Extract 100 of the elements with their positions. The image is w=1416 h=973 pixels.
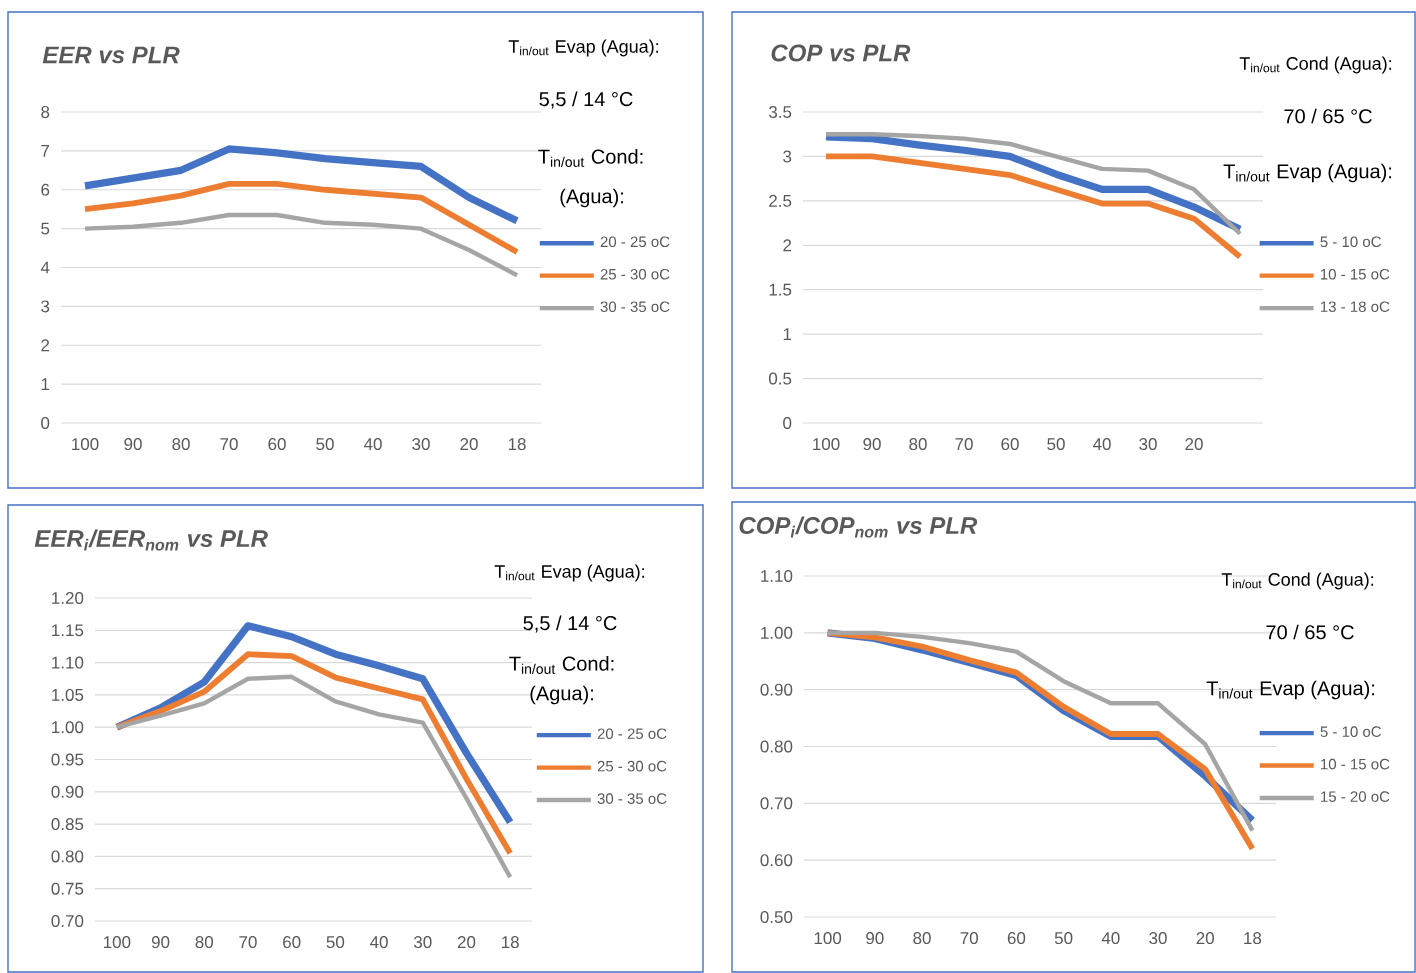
y-tick-label: 0.85 <box>51 818 84 831</box>
legend-label: 5 - 10 oC <box>1320 726 1382 737</box>
annotation: T$_{in/out}$ Evap (Agua): <box>1206 680 1375 700</box>
y-tick-label: 3 <box>783 150 792 163</box>
y-tick-label: 0.70 <box>760 797 793 810</box>
chart-title: COP vs PLR <box>771 44 911 62</box>
x-tick-label: 30 <box>412 438 430 451</box>
text: T$_{in/out}$ Evap (Agua): <box>494 564 645 582</box>
x-tick-label: 80 <box>913 932 931 945</box>
y-tick-label: 0.90 <box>760 683 793 696</box>
legend-label: 5 - 10 oC <box>1320 236 1381 248</box>
x-tick-label: 50 <box>316 438 334 451</box>
x-tick-label: 70 <box>220 438 238 451</box>
x-tick-label: 90 <box>151 936 170 949</box>
y-tick-label: 2 <box>783 239 792 252</box>
x-tick-label: 70 <box>960 932 978 945</box>
legend-label: 20 - 25 oC <box>600 236 670 248</box>
annotation: T$_{in/out}$ Cond: <box>538 149 643 167</box>
y-tick-label: 4 <box>40 261 50 274</box>
y-tick-label: 1.5 <box>769 283 792 296</box>
y-tick-label: 0.75 <box>51 882 84 895</box>
y-tick-label: 1 <box>783 328 792 340</box>
x-tick-label: 80 <box>172 438 190 451</box>
x-tick-label: 40 <box>1092 438 1111 451</box>
y-tick-label: 0.50 <box>760 911 793 924</box>
x-tick-label: 60 <box>283 936 301 949</box>
x-tick-label: 80 <box>909 438 927 451</box>
legend-label: 30 - 35 oC <box>600 301 670 313</box>
x-tick-label: 20 <box>1185 438 1203 451</box>
legend-label: 20 - 25 oC <box>597 728 667 740</box>
x-tick-label: 100 <box>814 932 842 945</box>
x-tick-label: 18 <box>502 936 519 949</box>
x-tick-label: 20 <box>457 936 476 949</box>
x-tick-label: 30 <box>1149 932 1167 945</box>
y-tick-label: 3 <box>41 300 50 313</box>
x-tick-label: 18 <box>1244 932 1262 945</box>
x-tick-label: 50 <box>326 936 345 949</box>
x-tick-label: 60 <box>268 438 286 451</box>
annotation: T$_{in/out}$ Cond (Agua): <box>1221 572 1374 590</box>
legend-label: 25 - 30 oC <box>600 268 670 280</box>
x-tick-label: 70 <box>955 438 973 451</box>
legend-label: 15 - 20 oC <box>1321 791 1390 802</box>
legend-label: 13 - 18 oC <box>1320 301 1390 313</box>
y-tick-label: 1.20 <box>52 592 84 605</box>
x-tick-label: 50 <box>1054 932 1073 945</box>
x-tick-label: 40 <box>1101 932 1120 945</box>
x-tick-label: 50 <box>1047 438 1065 451</box>
y-tick-label: 5 <box>41 222 50 235</box>
y-tick-label: 1.00 <box>761 626 793 639</box>
x-tick-label: 90 <box>863 438 881 451</box>
annotation: (Agua): <box>530 685 593 705</box>
x-tick-label: 20 <box>460 438 478 451</box>
y-tick-label: 1.10 <box>52 656 84 669</box>
y-tick-label: 0.95 <box>51 753 84 766</box>
chart-title: EER$_{i}$/EER$_{nom}$ vs PLR <box>34 529 268 551</box>
x-tick-label: 40 <box>363 438 382 451</box>
y-tick-label: 0.90 <box>51 785 84 798</box>
chart-title: COP$_{i}$/COP$_{nom}$ vs PLR <box>739 516 978 538</box>
y-tick-label: 6 <box>41 183 50 196</box>
annotation: T$_{in/out}$ Evap (Agua): <box>1223 163 1392 183</box>
x-tick-label: 100 <box>72 438 99 451</box>
x-tick-label: 60 <box>1001 438 1019 451</box>
x-tick-label: 100 <box>813 438 840 451</box>
chart-title: EER vs PLR <box>42 46 180 64</box>
y-tick-label: 0 <box>783 417 792 430</box>
y-tick-label: 1.10 <box>761 570 793 583</box>
x-tick-label: 20 <box>1196 932 1214 945</box>
x-tick-label: 60 <box>1007 932 1026 945</box>
y-tick-label: 8 <box>41 106 50 119</box>
line-series <box>114 674 513 880</box>
text: 5,5 / 14 °C <box>539 91 633 109</box>
y-tick-label: 7 <box>41 145 50 157</box>
y-tick-label: 1.00 <box>52 721 84 734</box>
x-tick-label: 80 <box>195 936 214 949</box>
x-tick-label: 40 <box>369 936 388 949</box>
x-tick-label: 90 <box>866 932 884 945</box>
y-tick-label: 2.5 <box>769 194 792 207</box>
x-tick-label: 90 <box>124 438 142 451</box>
x-tick-label: 30 <box>1139 438 1157 451</box>
x-tick-label: 18 <box>508 438 526 451</box>
y-tick-label: 0.80 <box>760 740 793 753</box>
text: 70 / 65 °C <box>1284 108 1372 124</box>
x-tick-label: 70 <box>239 936 257 949</box>
annotation: 70 / 65 °C <box>1266 624 1354 640</box>
y-tick-label: 1.15 <box>52 624 84 637</box>
annotation: T$_{in/out}$ Cond: <box>509 656 614 674</box>
y-tick-label: 0.5 <box>768 372 792 385</box>
legend-label: 10 - 15 oC <box>1321 758 1390 770</box>
text: T$_{in/out}$ Evap (Agua): <box>508 39 659 57</box>
annotation: 5,5 / 14 °C <box>523 615 617 633</box>
line-series <box>82 212 520 278</box>
text: T$_{in/out}$ Cond (Agua): <box>1239 56 1392 74</box>
x-tick-label: 30 <box>413 936 432 949</box>
y-tick-label: 0.60 <box>760 854 793 867</box>
text: (Agua): <box>560 188 623 208</box>
x-tick-label: 100 <box>103 936 131 949</box>
y-tick-label: 0.70 <box>51 915 84 928</box>
y-tick-label: 0.80 <box>51 850 84 863</box>
y-tick-label: 0 <box>41 417 50 430</box>
y-tick-label: 3.5 <box>768 106 792 119</box>
